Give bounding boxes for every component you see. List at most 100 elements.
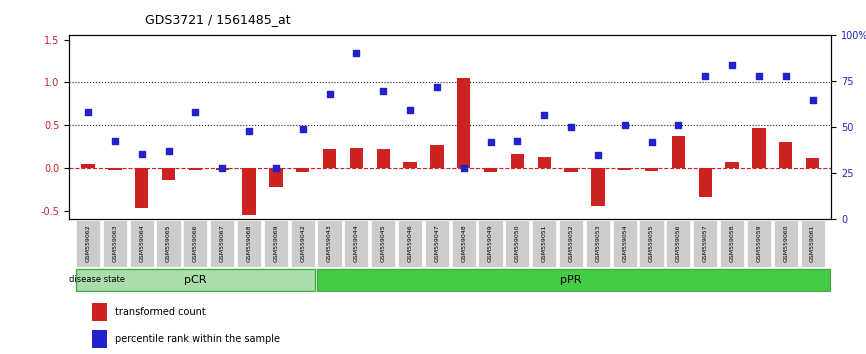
Point [81,110,95,115]
Bar [404,162,417,168]
Bar [377,149,390,168]
Text: GSM559061: GSM559061 [810,225,815,262]
Bar [726,162,739,168]
Text: GSM559063: GSM559063 [113,224,118,262]
Text: GSM559068: GSM559068 [247,225,251,262]
FancyBboxPatch shape [264,220,288,267]
Bar [591,168,604,206]
Text: GSM559057: GSM559057 [702,224,708,262]
FancyBboxPatch shape [506,220,529,267]
Text: disease state: disease state [69,275,126,284]
FancyBboxPatch shape [291,220,315,267]
Bar [672,136,685,168]
Point [135,151,149,156]
FancyBboxPatch shape [318,220,342,267]
Point [779,73,792,79]
Bar [242,168,255,215]
Bar [538,157,551,168]
Point [644,139,658,145]
Point [269,165,283,171]
Text: GSM559066: GSM559066 [193,225,198,262]
Bar [457,78,470,168]
Bar [296,168,309,172]
FancyBboxPatch shape [585,220,610,267]
Text: GSM559060: GSM559060 [783,225,788,262]
FancyBboxPatch shape [612,220,637,267]
Point [377,88,391,94]
Point [456,165,470,171]
Text: GSM559055: GSM559055 [650,225,654,262]
Point [537,112,551,118]
FancyBboxPatch shape [452,220,475,267]
FancyBboxPatch shape [398,220,422,267]
Point [617,122,631,128]
Text: GSM559042: GSM559042 [301,224,305,262]
Bar [81,164,94,168]
FancyBboxPatch shape [639,220,663,267]
FancyBboxPatch shape [533,220,556,267]
FancyBboxPatch shape [76,268,315,291]
Text: percentile rank within the sample: percentile rank within the sample [115,334,280,344]
Point [296,126,310,132]
Bar [779,142,792,168]
FancyBboxPatch shape [210,220,235,267]
Text: GSM559047: GSM559047 [435,224,439,262]
Point [162,148,176,154]
Text: pPR: pPR [560,275,582,285]
Bar [135,168,148,209]
Point [752,73,766,79]
Point [404,107,417,113]
Text: GSM559053: GSM559053 [596,224,600,262]
FancyBboxPatch shape [479,220,502,267]
Point [216,165,229,171]
Point [698,73,712,79]
FancyBboxPatch shape [130,220,154,267]
Text: GSM559043: GSM559043 [327,224,332,262]
Bar [699,168,712,197]
Bar [645,168,658,171]
Point [189,110,203,115]
FancyBboxPatch shape [318,268,830,291]
Text: GSM559048: GSM559048 [462,224,466,262]
Bar [511,154,524,168]
Point [671,122,685,128]
Bar [430,145,443,168]
Point [242,129,256,134]
FancyBboxPatch shape [103,220,127,267]
Point [725,63,739,68]
FancyBboxPatch shape [746,220,771,267]
Bar [108,168,121,170]
Text: GSM559049: GSM559049 [488,224,493,262]
FancyBboxPatch shape [666,220,690,267]
FancyBboxPatch shape [693,220,717,267]
Text: GDS3721 / 1561485_at: GDS3721 / 1561485_at [145,13,291,27]
Point [564,124,578,130]
FancyBboxPatch shape [372,220,395,267]
FancyBboxPatch shape [559,220,583,267]
Bar [753,128,766,168]
FancyBboxPatch shape [184,220,208,267]
Bar [484,168,497,172]
Bar [323,149,336,168]
Bar [269,168,282,187]
Text: GSM559044: GSM559044 [354,224,359,262]
Text: GSM559067: GSM559067 [220,224,225,262]
Bar [92,330,107,348]
Text: GSM559052: GSM559052 [569,224,573,262]
Text: GSM559062: GSM559062 [86,224,91,262]
Text: GSM559056: GSM559056 [675,225,681,262]
Point [805,97,819,102]
Point [430,84,444,90]
Text: GSM559051: GSM559051 [542,225,546,262]
Text: GSM559050: GSM559050 [515,225,520,262]
FancyBboxPatch shape [76,220,100,267]
Point [510,138,524,143]
FancyBboxPatch shape [800,220,824,267]
Point [323,91,337,96]
Bar [565,168,578,172]
Point [350,50,364,55]
FancyBboxPatch shape [237,220,262,267]
Text: GSM559046: GSM559046 [408,224,412,262]
Text: GSM559059: GSM559059 [756,224,761,262]
FancyBboxPatch shape [720,220,744,267]
